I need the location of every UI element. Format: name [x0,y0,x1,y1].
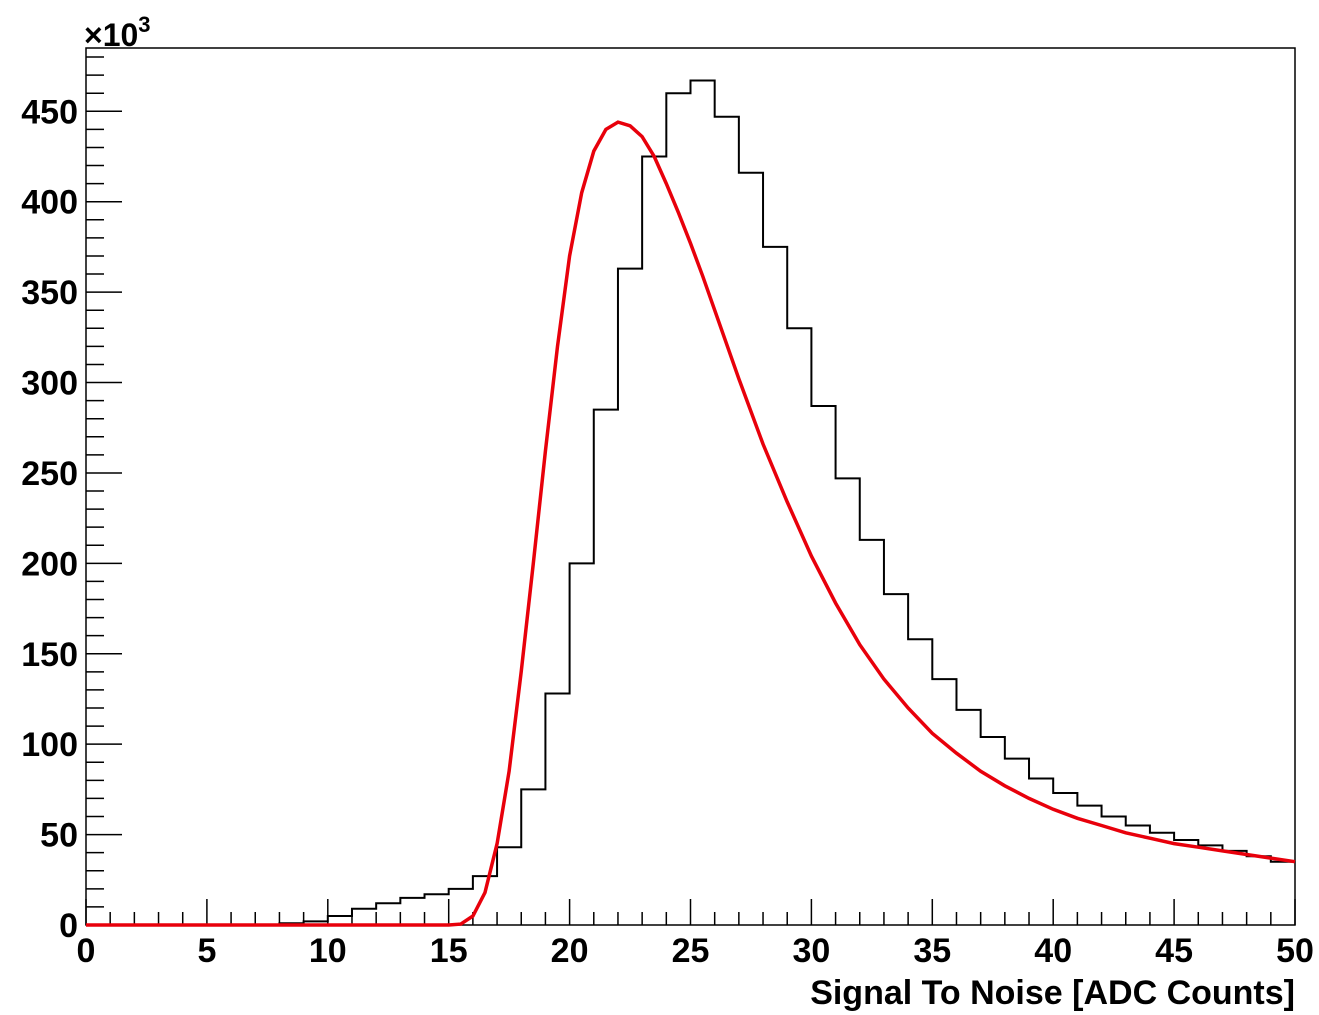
x-tick-label: 15 [430,932,468,970]
x-tick-label: 0 [77,932,96,970]
x-tick-labels: 0 5 10 15 20 25 30 35 40 45 50 [77,932,1314,970]
y-tick-label: 50 [40,817,78,855]
y-tick-label: 100 [21,726,78,764]
y-tick-label: 0 [59,907,78,945]
y-tick-label: 150 [21,636,78,674]
x-axis-title: Signal To Noise [ADC Counts] [810,974,1295,1012]
axis-ticks [85,56,1296,926]
x-tick-label: 45 [1155,932,1193,970]
y-multiplier-label: ×103 [84,12,151,53]
y-multiplier-prefix: ×10 [84,17,138,53]
x-tick-label: 10 [309,932,347,970]
x-tick-label: 40 [1034,932,1072,970]
y-tick-label: 300 [21,365,78,403]
x-tick-label: 35 [913,932,951,970]
x-tick-label: 25 [672,932,710,970]
histogram-series [86,79,1295,926]
plot-frame [85,47,1296,926]
y-tick-label: 200 [21,545,78,583]
x-tick-label: 5 [197,932,216,970]
x-tick-label: 20 [551,932,589,970]
x-tick-label: 50 [1276,932,1314,970]
y-tick-label: 450 [21,93,78,131]
x-tick-label: 30 [792,932,830,970]
y-tick-label: 400 [21,184,78,222]
y-tick-label: 350 [21,274,78,312]
y-tick-label: 250 [21,455,78,493]
fit-curve-series [86,120,1296,927]
y-multiplier-exponent: 3 [138,12,150,37]
y-tick-labels: 0 50 100 150 200 250 300 350 400 450 [21,93,78,945]
